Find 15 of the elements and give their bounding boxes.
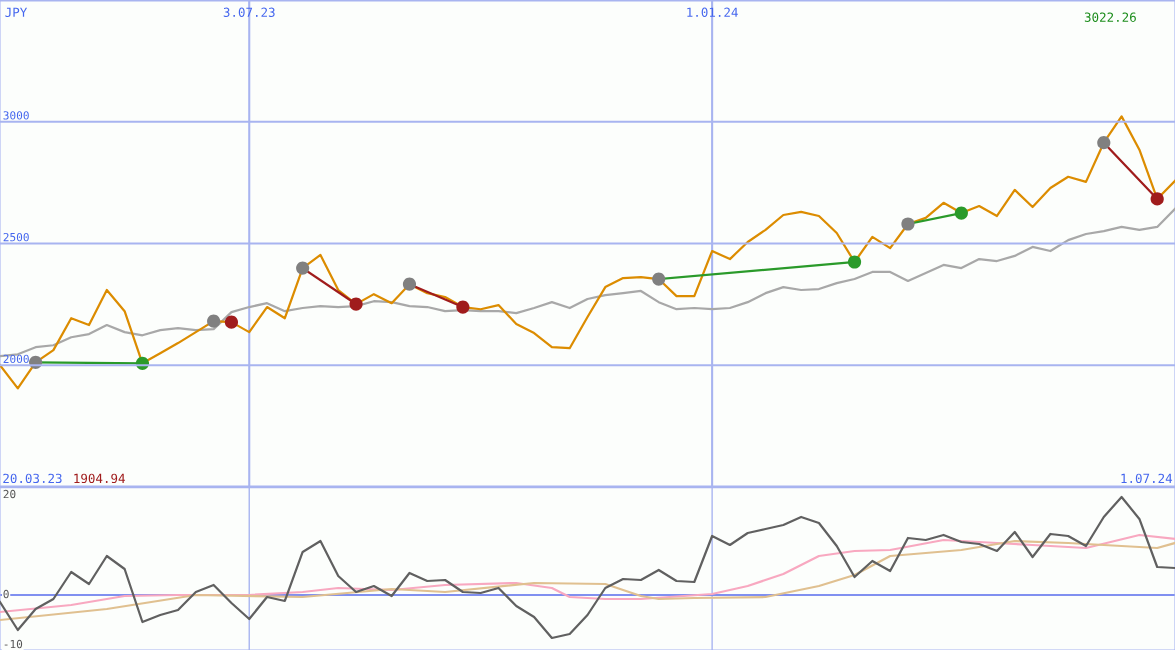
- line-series: [0, 539, 1175, 622]
- x-tick-label: 1.01.24: [687, 7, 738, 18]
- x-tick-label: 3.07.23: [223, 7, 275, 18]
- line-series: [0, 533, 1175, 614]
- annotation: 3022.26: [1084, 12, 1136, 22]
- y-tick-label: 3000: [3, 111, 29, 120]
- annotation: 1904.94: [74, 473, 125, 484]
- annotation: 20.03.23: [3, 473, 62, 484]
- y-tick-label: 0: [3, 589, 9, 599]
- y-axis-title: JPY: [5, 7, 28, 18]
- y-tick-label: 2000: [3, 354, 29, 364]
- y-tick-label: 2500: [3, 232, 29, 242]
- annotation: 1.07.24: [1121, 473, 1173, 484]
- y-tick-label: -10: [4, 639, 23, 649]
- y-tick-label: 20: [3, 489, 16, 499]
